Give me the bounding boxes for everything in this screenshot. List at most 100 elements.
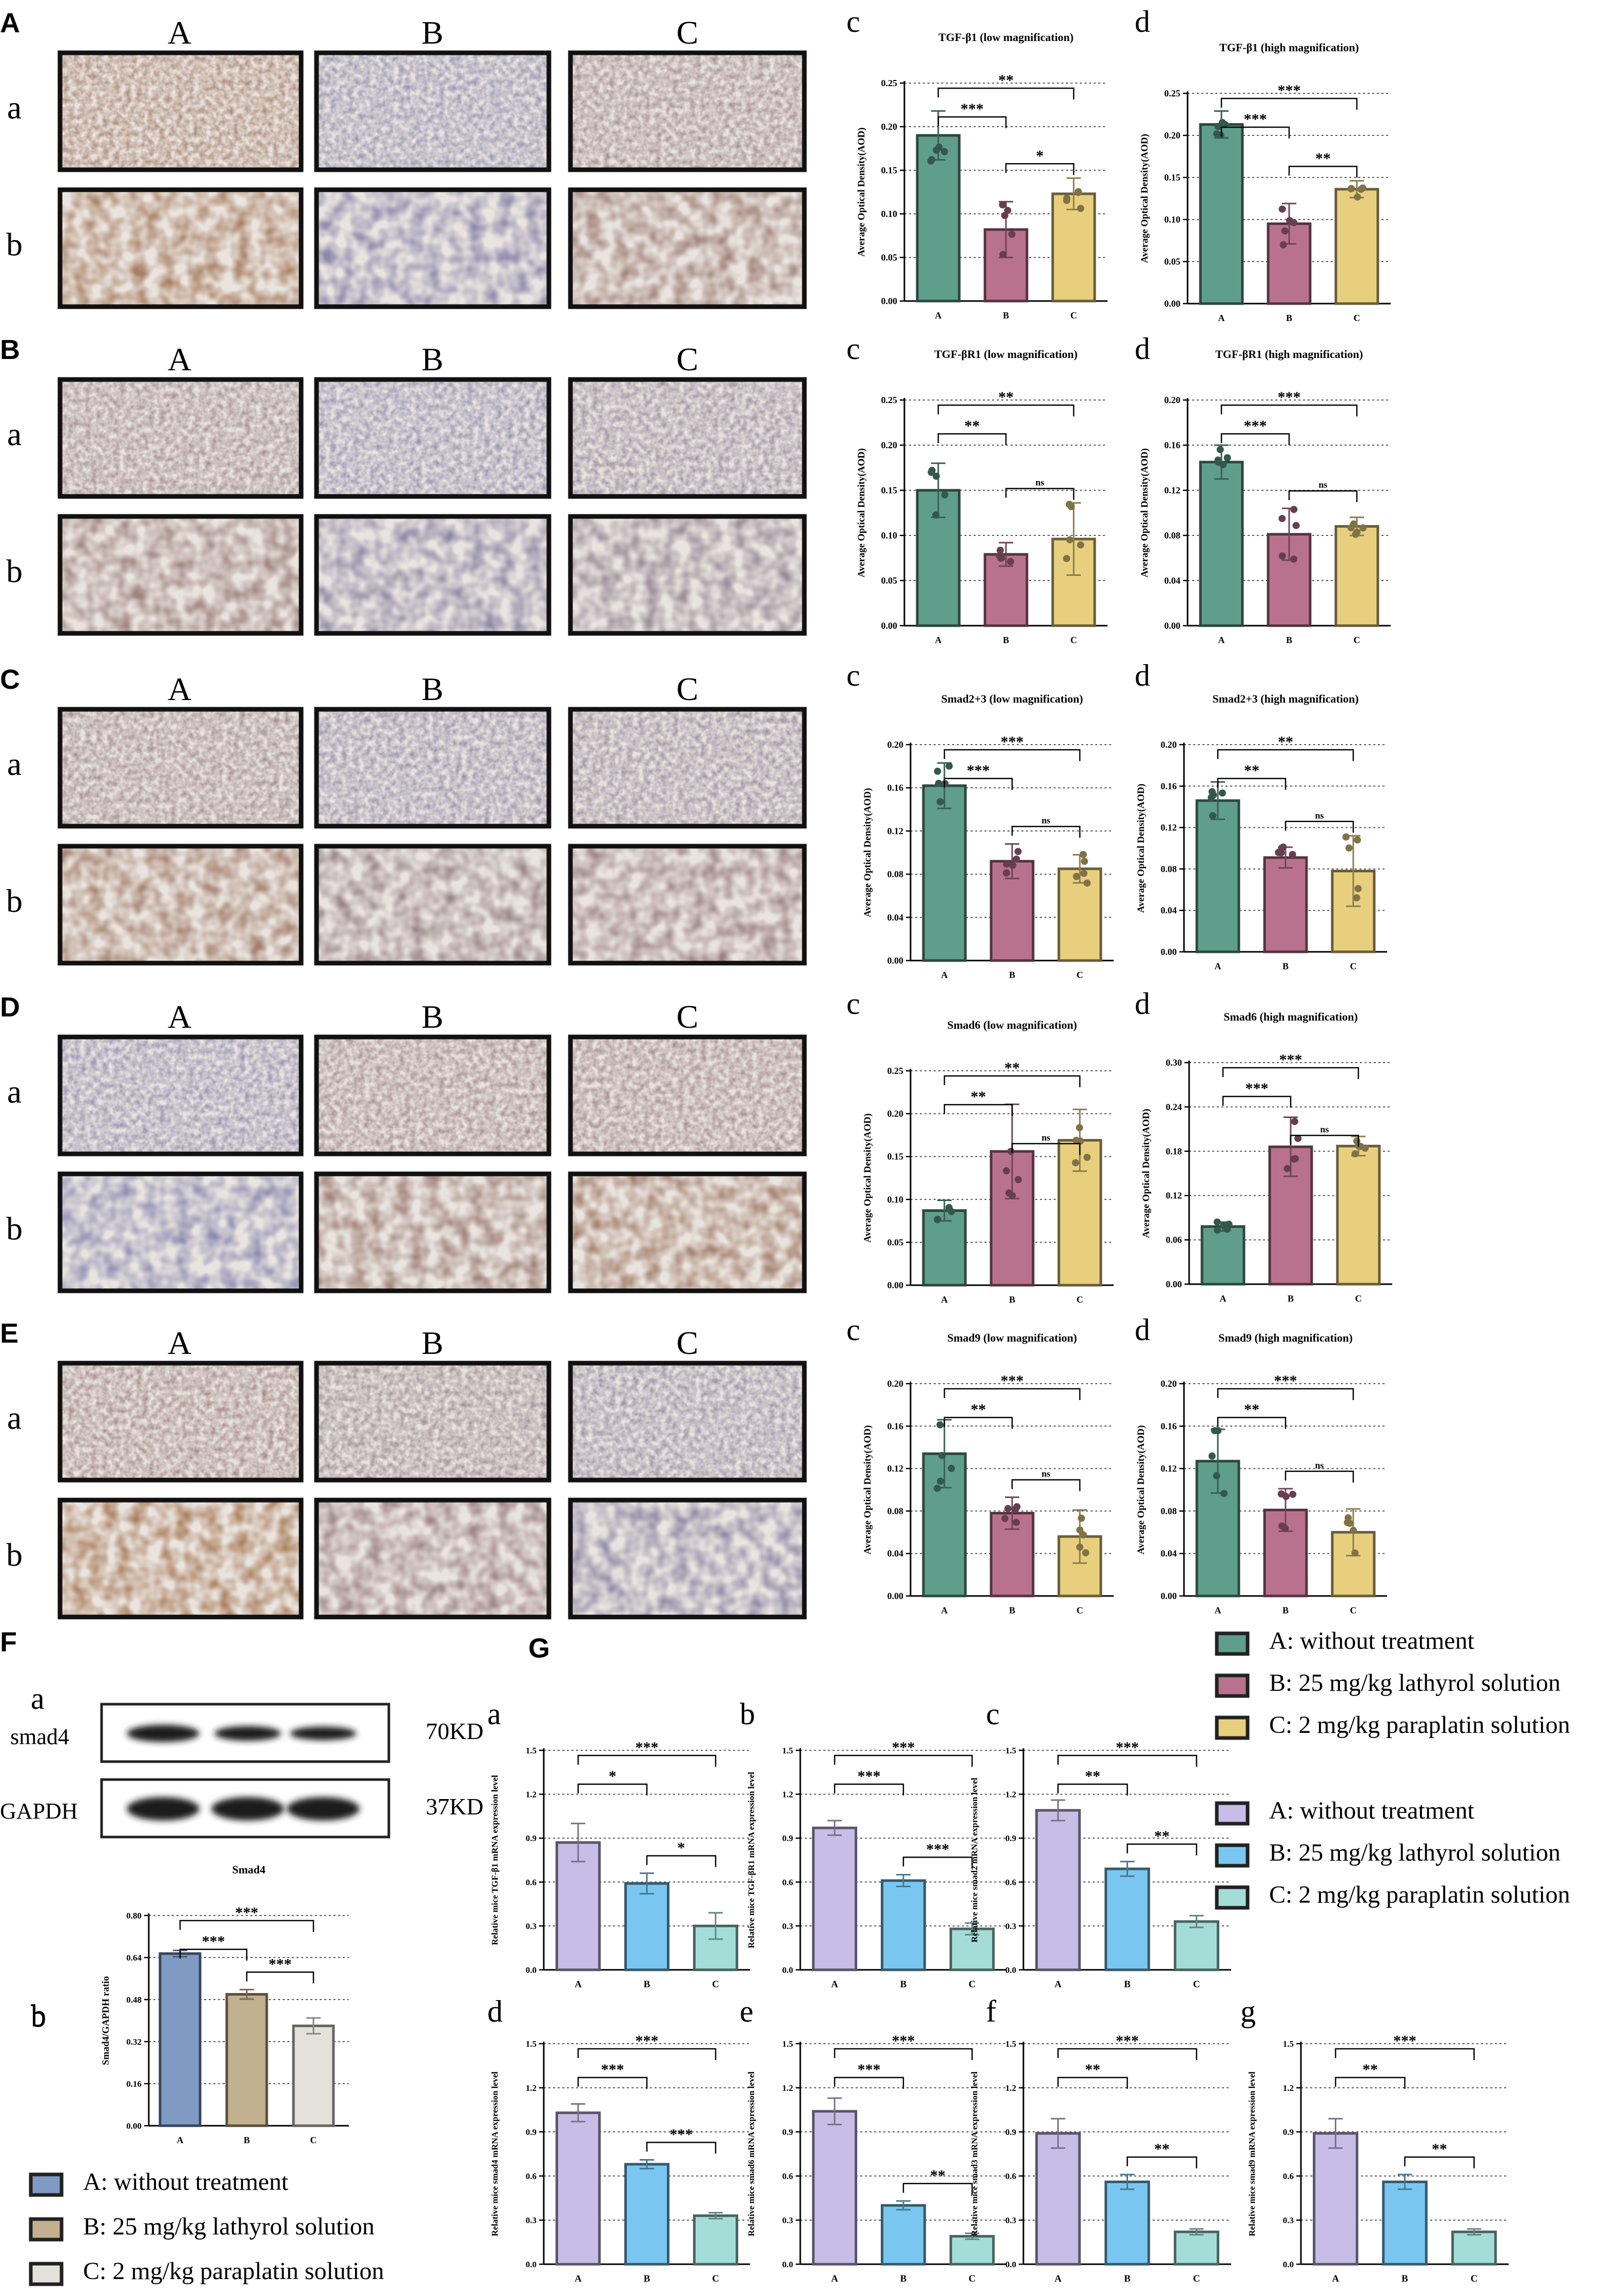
y-tick-label: 0.12: [1161, 823, 1177, 833]
ihc-panel-D: D A B Ca b: [0, 992, 807, 1293]
data-point: [1347, 524, 1355, 532]
chart-G-f: f 0.0 0.3 0.6 0.9 1.2 1.5 Relative mice smad3 m…: [970, 1994, 1231, 2284]
data-point: [1007, 1148, 1015, 1155]
blot-band: [127, 1725, 200, 1742]
group-column-label: A: [168, 671, 191, 707]
significance-bracket: [1220, 433, 1290, 445]
x-tick-label: B: [1003, 635, 1009, 645]
significance-bracket: [1057, 1754, 1197, 1767]
group-column-label: C: [677, 341, 699, 377]
data-point: [933, 472, 940, 480]
bar-A: [1199, 461, 1244, 627]
bar-B: [225, 1993, 268, 2127]
y-tick-label: 0.0: [1005, 2260, 1016, 2269]
y-tick-label: 0.3: [1005, 1921, 1016, 1931]
y-tick-label: 0.30: [1166, 1057, 1182, 1068]
x-tick-label: A: [1332, 2273, 1339, 2284]
y-tick-label: 0.08: [887, 1506, 904, 1516]
chart-letter: a: [487, 1697, 501, 1731]
data-point: [1083, 1153, 1091, 1161]
x-tick-label: A: [177, 2135, 184, 2145]
significance-label: **: [1315, 150, 1331, 167]
significance-label: ns: [1318, 480, 1327, 490]
significance-bracket: [1220, 97, 1358, 110]
y-axis-label: Average Optical Density(AOD): [1136, 784, 1147, 913]
x-tick-label: A: [575, 1979, 582, 1990]
y-tick-label: 0.16: [887, 783, 904, 793]
magnification-row-label: a: [7, 416, 22, 452]
significance-bracket: [943, 1104, 1013, 1116]
y-tick-label: 0.3: [782, 1921, 793, 1931]
chart-letter: c: [986, 1697, 1000, 1731]
x-tick-label: A: [935, 635, 942, 645]
data-point: [1353, 894, 1360, 902]
group-column-label: A: [168, 1325, 191, 1361]
ihc-panel-A: A A B Ca b: [0, 8, 807, 309]
data-point: [1220, 1490, 1228, 1498]
significance-label: ***: [1001, 1372, 1024, 1389]
significance-label: ***: [1244, 417, 1267, 434]
y-tick-label: 0.64: [126, 1953, 142, 1963]
significance-label: ***: [235, 1904, 259, 1921]
significance-label: **: [1278, 733, 1293, 750]
data-point: [1009, 862, 1017, 869]
y-tick-label: 1.2: [526, 2083, 537, 2093]
significance-label: *: [609, 1768, 617, 1785]
chart-title: Smad9 (high magnification): [1218, 1331, 1353, 1344]
bar-C: [693, 2214, 739, 2266]
ihc-micrograph: [314, 187, 551, 309]
y-tick-label: 1.2: [1283, 2083, 1294, 2093]
bar-A: [1313, 2132, 1358, 2266]
ihc-micrograph: [314, 377, 551, 499]
y-tick-label: 0.12: [1166, 1190, 1182, 1201]
legend-aod: A: without treatment B: 25 mg/kg lathyrol…: [1215, 1627, 1570, 1740]
significance-label: ns: [1041, 1132, 1050, 1143]
significance-bracket: [1127, 2156, 1197, 2169]
blot-size-label: 70KD: [426, 1718, 483, 1744]
significance-label: ***: [1116, 2032, 1139, 2049]
ihc-micrograph: [57, 1361, 304, 1483]
blot-row-label: GAPDH: [0, 1799, 78, 1824]
y-tick-label: 0.3: [1283, 2215, 1294, 2225]
significance-bracket: [1011, 1479, 1081, 1491]
chart-A-d: d TGF-β1 (high magnification) 0.00 0.05 0.10…: [1135, 5, 1391, 323]
x-tick-label: B: [900, 1979, 907, 1990]
significance-bracket: [937, 404, 1075, 416]
x-tick-label: B: [1401, 2273, 1408, 2284]
data-point: [1357, 185, 1365, 193]
blot-band: [127, 1797, 200, 1821]
significance-label: ns: [1315, 810, 1324, 821]
significance-bracket: [1057, 2048, 1197, 2060]
y-tick-label: 0.05: [1164, 256, 1181, 267]
y-tick-label: 0.00: [1164, 298, 1181, 309]
x-tick-label: A: [831, 2273, 838, 2284]
y-axis-label: Average Optical Density(AOD): [856, 448, 867, 577]
significance-bracket: [1288, 166, 1358, 178]
significance-label: **: [1432, 2141, 1447, 2158]
significance-label: ***: [636, 2032, 659, 2049]
x-tick-label: C: [1355, 1293, 1362, 1304]
ihc-panel-C: C A B Ca b: [0, 664, 807, 966]
x-tick-label: C: [1071, 635, 1077, 645]
data-point: [1354, 885, 1362, 892]
ihc-micrograph: [568, 1171, 807, 1293]
legend-swatch: [29, 2217, 64, 2242]
y-tick-label: 0.9: [526, 1833, 537, 1843]
data-point: [1216, 446, 1224, 453]
legend-mrna: A: without treatment B: 25 mg/kg lathyrol…: [1215, 1797, 1570, 1910]
y-tick-label: 0.48: [126, 1995, 142, 2005]
significance-bracket: [1222, 1067, 1359, 1079]
chart-letter: c: [846, 5, 860, 38]
legend-swatch: [29, 2172, 64, 2197]
significance-bracket: [1288, 490, 1358, 503]
data-point: [1342, 833, 1350, 841]
y-tick-label: 0.10: [887, 1194, 904, 1205]
x-tick-label: C: [1471, 2273, 1478, 2284]
y-tick-label: 0.08: [1161, 864, 1177, 874]
y-tick-label: 0.16: [1164, 440, 1181, 450]
y-tick-label: 0.12: [1164, 485, 1181, 495]
x-tick-label: B: [1009, 970, 1015, 980]
x-tick-label: A: [831, 1979, 838, 1990]
legend-label: A: without treatment: [1269, 1627, 1475, 1654]
data-point: [1213, 1218, 1221, 1226]
